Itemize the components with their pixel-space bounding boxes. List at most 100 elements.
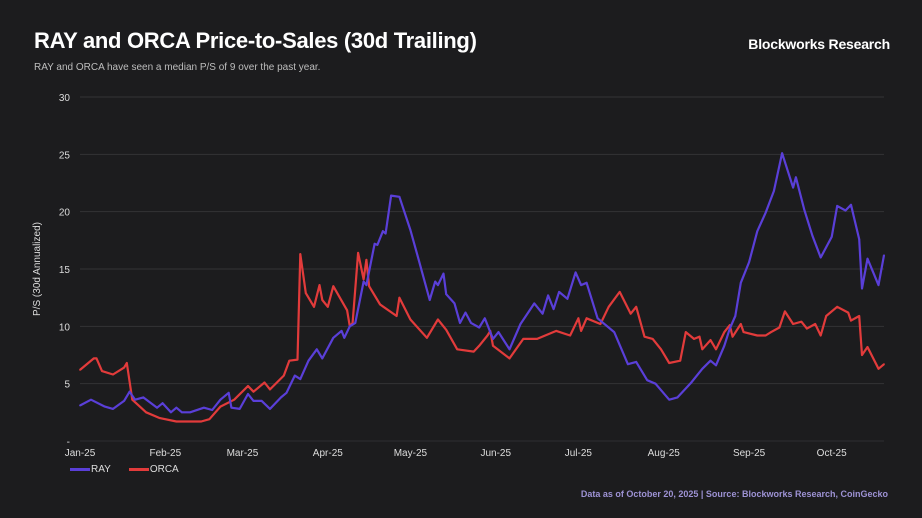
- data-point-orca: [368, 285, 371, 288]
- x-tick-label: Jul-25: [565, 448, 593, 459]
- data-point-orca: [651, 338, 654, 340]
- data-point-ray: [343, 336, 346, 339]
- data-point-orca: [158, 417, 161, 419]
- data-point-ray: [211, 409, 214, 411]
- data-point-orca: [819, 334, 822, 337]
- y-tick-label: 25: [59, 150, 71, 161]
- data-point-orca: [770, 331, 773, 333]
- data-point-orca: [426, 336, 428, 339]
- data-point-orca: [861, 354, 863, 356]
- y-tick-label: 20: [59, 208, 71, 219]
- data-point-ray: [613, 331, 616, 333]
- data-point-ray: [646, 379, 649, 382]
- data-point-ray: [453, 302, 456, 305]
- data-point-orca: [125, 362, 128, 364]
- data-point-orca: [836, 305, 839, 308]
- data-point-ray: [247, 393, 249, 395]
- data-point-ray: [734, 315, 737, 317]
- data-point-orca: [112, 373, 114, 376]
- data-point-ray: [519, 323, 522, 325]
- data-point-orca: [698, 335, 701, 338]
- x-tick-label: Apr-25: [313, 448, 343, 459]
- data-point-ray: [811, 234, 814, 237]
- data-point-ray: [112, 407, 114, 410]
- data-point-orca: [800, 320, 803, 323]
- data-point-ray: [428, 299, 431, 301]
- data-point-ray: [381, 230, 384, 233]
- data-point-orca: [783, 310, 786, 313]
- data-point-ray: [142, 396, 145, 399]
- data-point-ray: [315, 348, 318, 351]
- data-point-orca: [456, 348, 459, 351]
- legend-label-orca: ORCA: [149, 464, 179, 475]
- data-point-ray: [596, 317, 599, 320]
- data-point-ray: [180, 411, 183, 414]
- data-point-orca: [304, 292, 307, 294]
- data-point-orca: [486, 334, 489, 337]
- data-point-ray: [445, 293, 448, 296]
- data-point-ray: [483, 317, 486, 320]
- x-tick-label: Oct-25: [817, 448, 847, 459]
- data-point-orca: [288, 359, 291, 362]
- data-point-ray: [792, 186, 795, 189]
- data-point-orca: [92, 357, 95, 360]
- data-point-orca: [398, 296, 401, 299]
- data-point-orca: [379, 303, 382, 306]
- data-point-orca: [247, 385, 249, 387]
- data-point-ray: [409, 229, 412, 231]
- data-point-ray: [156, 406, 158, 409]
- data-point-orca: [814, 323, 817, 325]
- data-point-ray: [585, 281, 588, 284]
- data-point-ray: [390, 194, 393, 197]
- brand-logo-text: Blockworks Research: [748, 36, 890, 52]
- data-point-orca: [313, 305, 315, 308]
- data-point-ray: [299, 378, 302, 380]
- data-point-orca: [131, 398, 134, 401]
- data-point-ray: [701, 367, 704, 370]
- data-point-orca: [233, 398, 236, 401]
- data-point-orca: [536, 338, 538, 340]
- data-point-orca: [219, 405, 222, 408]
- data-point-ray: [861, 287, 863, 290]
- data-point-ray: [478, 326, 481, 329]
- legend: RAY ORCA: [70, 464, 179, 475]
- data-point-orca: [299, 253, 302, 255]
- data-point-ray: [280, 396, 282, 399]
- data-point-ray: [437, 284, 439, 286]
- data-point-orca: [850, 319, 852, 322]
- data-point-orca: [508, 357, 511, 360]
- data-point-orca: [296, 358, 299, 361]
- data-point-orca: [607, 305, 610, 308]
- data-point-orca: [668, 362, 671, 364]
- source-footnote: Data as of October 20, 2025 | Source: Bl…: [580, 489, 888, 499]
- data-point-orca: [365, 258, 368, 261]
- data-point-orca: [269, 388, 271, 391]
- data-point-ray: [492, 338, 494, 340]
- data-point-ray: [627, 363, 629, 366]
- data-point-orca: [79, 369, 81, 371]
- chart-title: RAY and ORCA Price-to-Sales (30d Trailin…: [34, 28, 477, 53]
- legend-label-ray: RAY: [91, 464, 111, 475]
- data-point-orca: [877, 367, 880, 370]
- data-point-orca: [778, 326, 781, 329]
- data-point-orca: [445, 328, 448, 331]
- x-tick-label: May-25: [394, 448, 428, 459]
- y-axis-label: P/S (30d Annualized): [32, 222, 43, 316]
- data-point-orca: [679, 359, 682, 362]
- data-point-ray: [850, 203, 852, 206]
- data-point-orca: [522, 338, 525, 340]
- data-point-orca: [263, 381, 266, 384]
- data-point-ray: [365, 284, 368, 286]
- data-point-orca: [555, 330, 558, 332]
- data-point-orca: [764, 334, 767, 337]
- data-point-ray: [169, 411, 172, 414]
- x-tick-label: Feb-25: [150, 448, 182, 459]
- data-point-ray: [709, 359, 712, 362]
- data-point-orca: [709, 339, 712, 341]
- data-point-orca: [472, 350, 475, 353]
- data-point-ray: [715, 364, 717, 367]
- data-point-ray: [728, 327, 731, 330]
- data-point-ray: [836, 205, 839, 207]
- data-point-orca: [200, 420, 203, 423]
